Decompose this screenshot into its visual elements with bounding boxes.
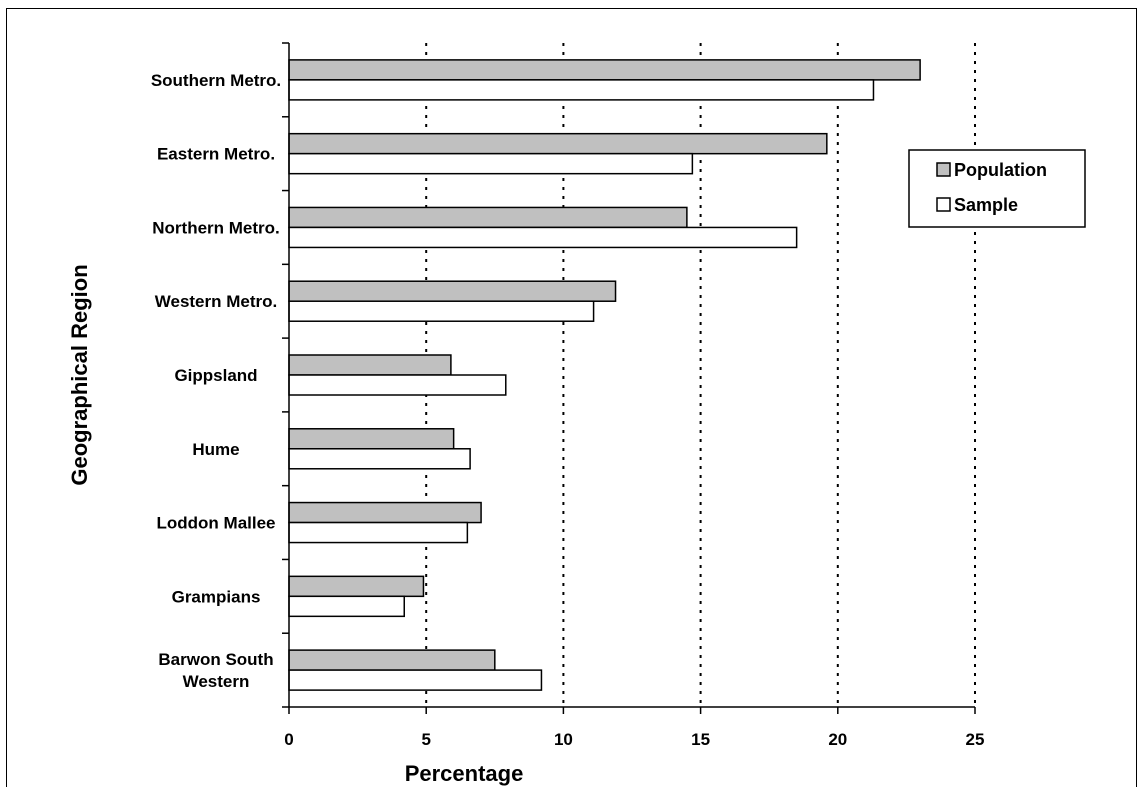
- legend-label-sample: Sample: [954, 195, 1018, 215]
- category-label: Northern Metro.: [152, 218, 280, 237]
- bar-population-7: [288, 501, 482, 524]
- bar-sample-4: [288, 300, 595, 322]
- bar-sample-3: [288, 226, 798, 249]
- x-tick-label: 10: [554, 730, 573, 749]
- bar-population-8: [288, 575, 425, 598]
- bar-population-2: [288, 132, 828, 155]
- category-label: Grampians: [172, 587, 261, 606]
- legend-label-population: Population: [954, 160, 1047, 180]
- x-tick-labels: 0 5 10 15 20 25: [284, 730, 984, 749]
- category-label: Gippsland: [174, 366, 257, 385]
- bar-sample-8: [288, 595, 405, 618]
- bar-sample-9: [288, 669, 543, 691]
- axes: [282, 42, 976, 714]
- x-tick-label: 25: [966, 730, 985, 749]
- bar-population-1: [288, 59, 921, 81]
- category-label: Southern Metro.: [151, 71, 281, 90]
- legend-swatch-sample: [936, 197, 951, 212]
- bar-population-6: [288, 428, 455, 450]
- category-label: Hume: [192, 440, 239, 459]
- x-tick-label: 15: [691, 730, 710, 749]
- category-label: Western: [183, 672, 250, 691]
- bar-sample-2: [288, 152, 694, 175]
- bar-population-5: [288, 354, 452, 376]
- category-label: Western Metro.: [155, 292, 278, 311]
- category-label: Barwon South: [158, 650, 273, 669]
- bar-population-9: [288, 649, 496, 671]
- x-tick-label: 20: [828, 730, 847, 749]
- legend-swatch-population: [936, 162, 951, 177]
- category-label: Eastern Metro.: [157, 145, 275, 164]
- bar-population-4: [288, 280, 617, 302]
- y-axis-title: Geographical Region: [67, 264, 92, 485]
- bar-sample-6: [288, 448, 471, 470]
- bar-sample-1: [288, 79, 875, 101]
- x-tick-label: 5: [421, 730, 430, 749]
- legend: Population Sample: [908, 149, 1086, 228]
- bar-population-3: [288, 206, 688, 229]
- bars: [288, 59, 921, 691]
- x-tick-label: 0: [284, 730, 293, 749]
- x-axis-title: Percentage: [405, 761, 524, 786]
- bar-sample-7: [288, 521, 469, 544]
- category-labels: Southern Metro. Eastern Metro. Northern Me…: [151, 71, 281, 691]
- category-label: Loddon Mallee: [157, 514, 276, 533]
- bar-sample-5: [288, 374, 507, 396]
